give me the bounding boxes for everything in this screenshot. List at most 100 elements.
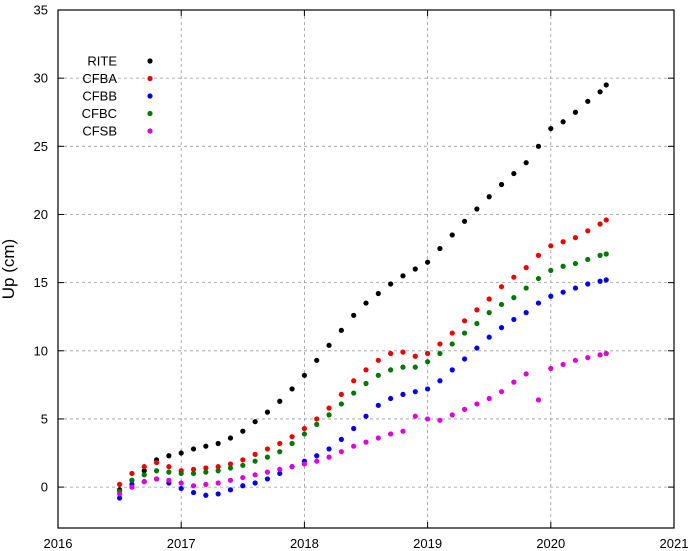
data-point-cfbb xyxy=(597,278,603,284)
data-point-cfbc xyxy=(585,256,591,263)
data-point-cfbc xyxy=(338,401,344,407)
data-point-cfba xyxy=(535,252,542,258)
data-point-cfsb xyxy=(117,491,123,497)
data-point-cfba xyxy=(412,353,418,359)
data-point-cfbb xyxy=(585,281,591,287)
data-point-rite xyxy=(289,386,295,392)
data-point-rite xyxy=(301,372,307,378)
data-point-cfsb xyxy=(400,428,406,434)
data-point-cfbc xyxy=(240,462,246,468)
data-point-cfsb xyxy=(215,480,221,486)
y-tick-label: 0 xyxy=(41,480,48,495)
data-point-cfbc xyxy=(351,390,357,396)
data-point-cfba xyxy=(548,243,554,249)
data-point-cfbb xyxy=(388,395,394,402)
data-point-rite xyxy=(585,98,591,104)
x-tick-label: 2021 xyxy=(660,536,689,551)
data-point-cfsb xyxy=(412,413,418,419)
y-axis-label: Up (cm) xyxy=(0,239,18,299)
data-point-cfba xyxy=(190,466,197,472)
data-point-cfsb xyxy=(190,483,197,489)
legend-label-cfbc: CFBC xyxy=(82,106,117,121)
data-point-cfsb xyxy=(572,357,579,363)
data-point-cfsb xyxy=(129,484,135,490)
data-point-rite xyxy=(461,218,468,224)
data-point-cfbc xyxy=(190,470,197,477)
data-point-cfba xyxy=(585,228,591,234)
data-point-rite xyxy=(190,446,197,452)
data-point-cfsb xyxy=(474,401,480,407)
data-point-cfbc xyxy=(449,341,455,347)
data-point-cfba xyxy=(375,357,381,363)
data-point-cfba xyxy=(437,341,443,347)
data-point-cfba xyxy=(314,416,320,422)
data-point-cfsb xyxy=(585,355,591,361)
data-point-cfbc xyxy=(535,275,542,282)
data-point-cfba xyxy=(351,378,357,384)
data-point-cfbb xyxy=(548,293,554,299)
data-point-rite xyxy=(277,398,283,404)
data-point-cfbb xyxy=(240,483,246,489)
data-point-cfsb xyxy=(560,361,566,368)
data-point-rite xyxy=(486,194,492,200)
data-point-cfsb xyxy=(535,397,542,403)
data-point-cfbc xyxy=(511,295,517,301)
data-point-cfbc xyxy=(227,465,234,471)
data-point-cfbb xyxy=(498,325,505,331)
data-point-rite xyxy=(338,327,344,333)
data-point-cfbb xyxy=(572,285,579,291)
grid-lines xyxy=(58,10,674,528)
data-point-cfbb xyxy=(375,402,381,408)
data-point-cfbb xyxy=(560,289,566,295)
data-point-cfsb xyxy=(363,439,369,445)
data-point-cfbc xyxy=(264,454,271,460)
data-point-cfsb xyxy=(498,389,505,395)
y-tick-label: 35 xyxy=(34,3,48,18)
data-point-cfsb xyxy=(351,443,357,449)
data-series xyxy=(117,82,609,501)
data-point-cfbc xyxy=(474,320,480,327)
data-point-cfba xyxy=(511,274,517,280)
data-point-cfbb xyxy=(215,491,221,497)
data-point-cfbb xyxy=(486,334,492,340)
legend-marker-cfba xyxy=(147,75,153,82)
data-point-cfbc xyxy=(461,330,468,336)
data-point-cfbb xyxy=(314,453,320,459)
data-point-cfsb xyxy=(178,480,184,486)
data-point-cfsb xyxy=(252,472,258,478)
x-tick-label: 2020 xyxy=(536,536,565,551)
data-point-rite xyxy=(240,428,246,434)
data-point-cfbb xyxy=(252,480,258,486)
data-point-cfba xyxy=(252,451,258,457)
data-point-rite xyxy=(437,245,443,252)
data-point-cfbc xyxy=(153,468,160,474)
data-point-rite xyxy=(227,435,234,441)
legend: RITE CFBA CFBB CFBC CFSB xyxy=(82,54,153,139)
data-point-rite xyxy=(375,290,381,297)
data-point-rite xyxy=(351,312,357,318)
data-point-cfsb xyxy=(326,454,332,460)
legend-marker-cfsb xyxy=(147,128,153,134)
data-point-rite xyxy=(511,170,517,177)
data-point-cfba xyxy=(129,470,135,477)
data-point-rite xyxy=(548,125,554,132)
data-point-cfbb xyxy=(400,391,406,398)
data-point-cfsb xyxy=(603,350,609,357)
data-point-cfba xyxy=(153,459,160,466)
data-point-cfbb xyxy=(203,492,209,498)
data-point-rite xyxy=(166,453,172,459)
series-cfsb xyxy=(117,350,609,497)
data-point-cfbc xyxy=(572,260,579,267)
data-point-cfbb xyxy=(474,345,480,351)
data-point-cfbc xyxy=(166,469,172,475)
data-point-rite xyxy=(425,259,431,265)
data-point-cfbc xyxy=(203,469,209,475)
series-rite xyxy=(117,82,609,493)
data-point-cfbc xyxy=(597,252,603,258)
data-point-rite xyxy=(215,440,221,447)
data-point-cfsb xyxy=(141,479,147,485)
data-point-cfbc xyxy=(560,263,566,269)
data-point-cfba xyxy=(264,446,271,452)
x-tick-label: 2017 xyxy=(167,536,196,551)
data-point-cfbb xyxy=(523,310,529,316)
